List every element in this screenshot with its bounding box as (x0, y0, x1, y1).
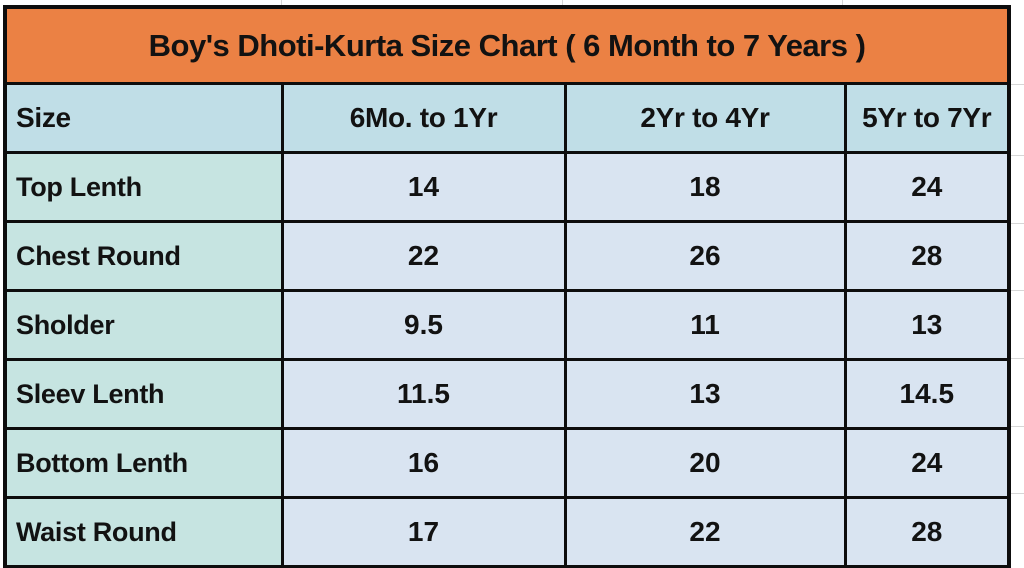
cell-value: 20 (563, 427, 847, 499)
margin-gridline (1009, 84, 1024, 85)
column-header-5yr-7yr: 5Yr to 7Yr (843, 82, 1011, 154)
cell-value: 9.5 (280, 289, 567, 361)
chart-title: Boy's Dhoti-Kurta Size Chart ( 6 Month t… (3, 5, 1011, 85)
table-row-bottom-lenth: Bottom Lenth 16 20 24 (3, 427, 1011, 499)
row-label: Sleev Lenth (3, 358, 284, 430)
cell-value: 24 (843, 151, 1011, 223)
table-row-top-lenth: Top Lenth 14 18 24 (3, 151, 1011, 223)
cell-value: 14 (280, 151, 567, 223)
cell-value: 13 (563, 358, 847, 430)
margin-gridline (1009, 290, 1024, 291)
row-label: Top Lenth (3, 151, 284, 223)
margin-gridline (1009, 426, 1024, 427)
cell-value: 17 (280, 496, 567, 568)
margin-gridline (281, 0, 282, 5)
table-row-waist-round: Waist Round 17 22 28 (3, 496, 1011, 568)
cell-value: 24 (843, 427, 1011, 499)
column-header-6mo-1yr: 6Mo. to 1Yr (280, 82, 567, 154)
margin-gridline (1009, 155, 1024, 156)
cell-value: 13 (843, 289, 1011, 361)
cell-value: 14.5 (843, 358, 1011, 430)
table-row-chest-round: Chest Round 22 26 28 (3, 220, 1011, 292)
cell-value: 18 (563, 151, 847, 223)
cell-value: 22 (563, 496, 847, 568)
column-header-2yr-4yr: 2Yr to 4Yr (563, 82, 847, 154)
margin-gridline (1009, 223, 1024, 224)
table-row-sholder: Sholder 9.5 11 13 (3, 289, 1011, 361)
cell-value: 26 (563, 220, 847, 292)
row-label: Chest Round (3, 220, 284, 292)
margin-gridline (1009, 358, 1024, 359)
cell-value: 28 (843, 496, 1011, 568)
cell-value: 22 (280, 220, 567, 292)
size-chart-table: Boy's Dhoti-Kurta Size Chart ( 6 Month t… (3, 5, 1012, 568)
cell-value: 11.5 (280, 358, 567, 430)
cell-value: 16 (280, 427, 567, 499)
margin-gridline (1009, 493, 1024, 494)
row-label: Bottom Lenth (3, 427, 284, 499)
table-header-row: Size 6Mo. to 1Yr 2Yr to 4Yr 5Yr to 7Yr (3, 82, 1011, 154)
row-label: Sholder (3, 289, 284, 361)
column-header-size: Size (3, 82, 284, 154)
cell-value: 11 (563, 289, 847, 361)
cell-value: 28 (843, 220, 1011, 292)
table-row-sleev-lenth: Sleev Lenth 11.5 13 14.5 (3, 358, 1011, 430)
table-title-row: Boy's Dhoti-Kurta Size Chart ( 6 Month t… (3, 5, 1011, 85)
margin-gridline (562, 0, 563, 5)
margin-gridline (842, 0, 843, 5)
row-label: Waist Round (3, 496, 284, 568)
